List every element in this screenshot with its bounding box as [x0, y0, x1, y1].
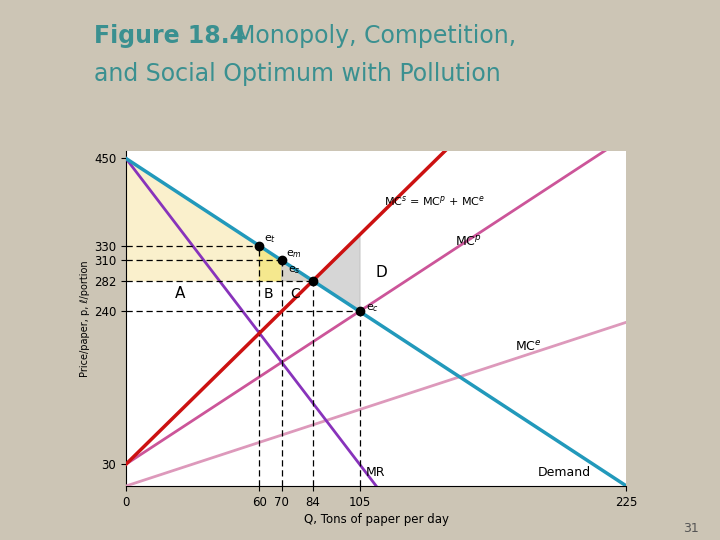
Text: C: C	[291, 287, 300, 301]
Text: MC$^s$ = MC$^p$ + MC$^e$: MC$^s$ = MC$^p$ + MC$^e$	[384, 194, 485, 208]
Polygon shape	[126, 158, 312, 281]
Text: MC$^e$: MC$^e$	[516, 340, 542, 354]
Text: B: B	[264, 287, 274, 301]
Y-axis label: Price/paper, p, ℓ/portion: Price/paper, p, ℓ/portion	[80, 260, 90, 377]
Text: A: A	[175, 286, 185, 301]
Text: MR: MR	[366, 466, 386, 479]
Text: Demand: Demand	[537, 466, 590, 479]
X-axis label: Q, Tons of paper per day: Q, Tons of paper per day	[304, 513, 449, 526]
Text: MC$^p$: MC$^p$	[455, 235, 482, 249]
Text: e$_c$: e$_c$	[366, 302, 379, 314]
Text: Figure 18.4: Figure 18.4	[94, 24, 246, 48]
Text: D: D	[375, 265, 387, 280]
Polygon shape	[259, 246, 282, 281]
Text: 31: 31	[683, 522, 698, 535]
Text: Monopoly, Competition,: Monopoly, Competition,	[220, 24, 516, 48]
Polygon shape	[282, 260, 312, 281]
Text: and Social Optimum with Pollution: and Social Optimum with Pollution	[94, 62, 500, 86]
Text: e$_t$: e$_t$	[264, 233, 276, 245]
Text: e$_s$: e$_s$	[288, 264, 301, 276]
Text: e$_m$: e$_m$	[286, 248, 302, 260]
